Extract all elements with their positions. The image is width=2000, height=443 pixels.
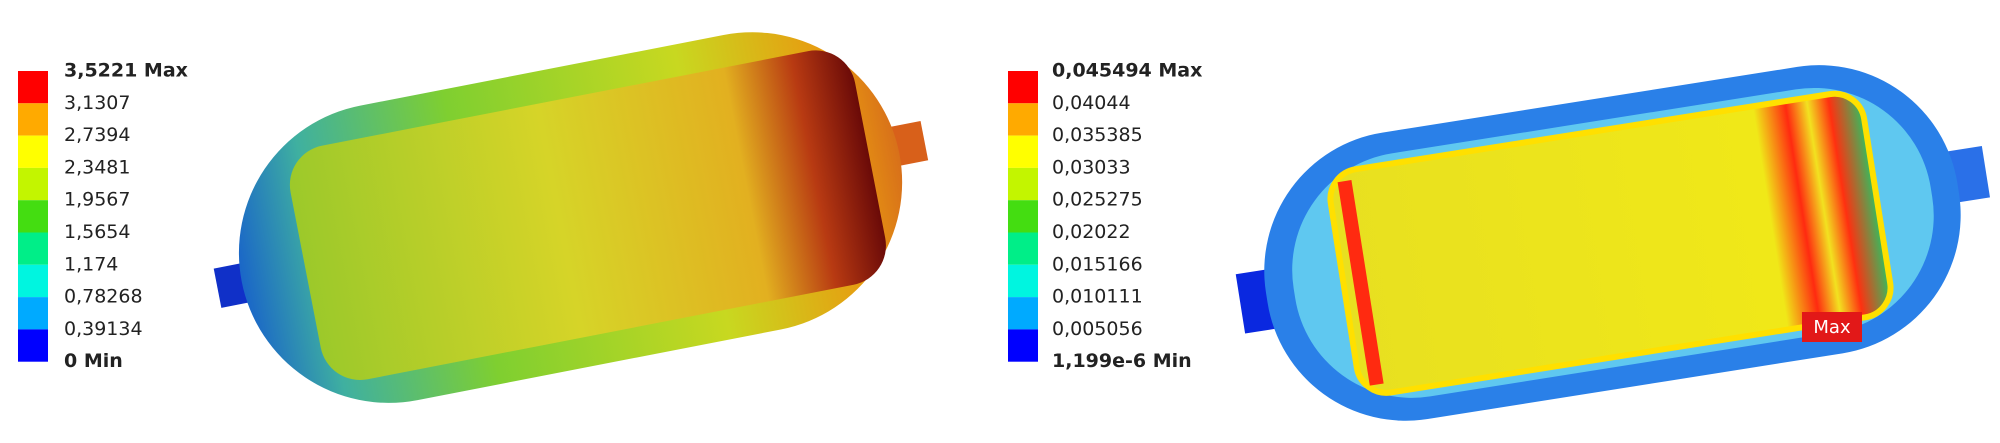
legend-label: 0,025275 — [1052, 189, 1143, 211]
legend-swatch — [1008, 264, 1038, 298]
legend-label: 2,3481 — [64, 156, 130, 178]
legend-label: 0,015166 — [1052, 253, 1143, 275]
legend: 3,5221 Max 3,1307 2,7394 2,3481 1,9567 1,5654… — [18, 60, 188, 372]
legend-swatch — [18, 232, 48, 265]
legend-swatch — [18, 167, 48, 201]
legend-label: 3,5221 Max — [64, 60, 188, 82]
legend-swatch — [1008, 103, 1038, 136]
legend-swatch — [1008, 232, 1038, 265]
legend-label: 0,04044 — [1052, 92, 1131, 114]
legend-swatch — [1008, 297, 1038, 330]
legend-label: 0,78268 — [64, 286, 143, 308]
legend-swatch — [1008, 71, 1038, 104]
legend-label: 2,7394 — [64, 124, 130, 146]
legend-label: 1,9567 — [64, 189, 130, 211]
legend-label: 1,5654 — [64, 221, 130, 243]
legend-label: 0,010111 — [1052, 286, 1143, 308]
legend-swatch — [18, 329, 48, 362]
max-probe: Max — [1802, 312, 1862, 342]
legend-label: 1,174 — [64, 253, 118, 275]
legend-label: 0,03033 — [1052, 156, 1131, 178]
vessel-cavity — [289, 50, 886, 380]
legend-swatch — [18, 135, 48, 168]
legend-swatch — [18, 200, 48, 233]
legend-label: 3,1307 — [64, 92, 130, 114]
legend-swatch — [18, 297, 48, 330]
legend-label: 0,045494 Max — [1052, 60, 1202, 82]
legend-swatch — [18, 264, 48, 298]
legend: 0,045494 Max 0,04044 0,035385 0,03033 0,0252… — [1008, 60, 1202, 372]
legend-label: 0,005056 — [1052, 318, 1143, 340]
vessel-cavity — [1327, 90, 1894, 396]
max-tag: Max — [1813, 317, 1851, 338]
max-tag-box — [1802, 312, 1862, 342]
legend-swatch — [18, 103, 48, 136]
tank-strain — [1235, 65, 1990, 421]
legend-label: 0,02022 — [1052, 221, 1131, 243]
legend-swatch — [1008, 167, 1038, 201]
legend-label: 0,035385 — [1052, 124, 1143, 146]
legend-swatch — [18, 71, 48, 104]
tank-deformation — [213, 32, 929, 403]
legend-swatch — [1008, 329, 1038, 362]
strain-band — [1337, 180, 1384, 386]
legend-label: 0,39134 — [64, 318, 143, 340]
legend-swatch — [1008, 135, 1038, 168]
legend-swatch — [1008, 200, 1038, 233]
legend-label: 1,199e-6 Min — [1052, 350, 1192, 372]
legend-label: 0 Min — [64, 350, 123, 372]
